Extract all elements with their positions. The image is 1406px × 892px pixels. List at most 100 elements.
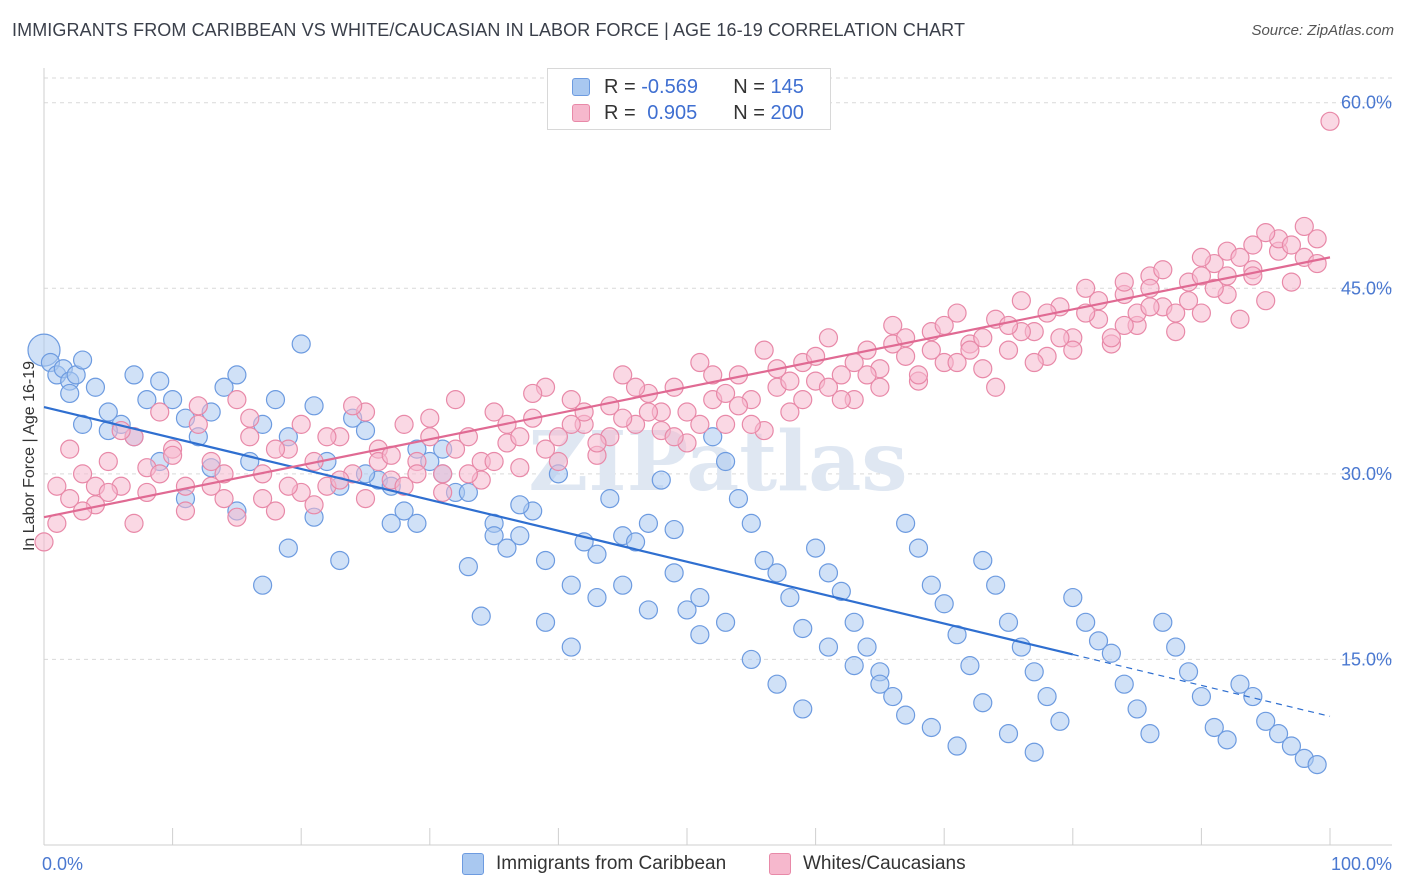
whites-point: [445, 439, 466, 459]
caribbean-point: [137, 390, 157, 410]
whites-point: [780, 402, 800, 422]
whites-point: [973, 359, 993, 379]
caribbean-point: [1127, 699, 1147, 719]
caribbean-point: [638, 600, 659, 620]
caribbean-point: [1076, 612, 1096, 632]
whites-point: [780, 371, 800, 391]
bottom-legend-caribbean: Immigrants from Caribbean: [462, 852, 726, 876]
whites-point: [317, 427, 337, 447]
whites-point: [201, 451, 221, 472]
caribbean-point: [1166, 637, 1186, 657]
whites-point: [420, 427, 440, 447]
whites-point: [175, 501, 196, 521]
whites-point: [355, 489, 376, 509]
whites-point: [265, 439, 286, 459]
whites-point: [60, 489, 80, 509]
whites-point: [857, 365, 877, 385]
caribbean-point: [973, 693, 993, 713]
whites-point: [1256, 223, 1276, 243]
caribbean-point: [330, 550, 350, 571]
legend-n-value: 145: [770, 75, 804, 98]
whites-point: [433, 464, 453, 484]
bottom-legend-swatch-whites: [769, 853, 791, 875]
caribbean-point: [664, 519, 684, 540]
whites-point: [1230, 247, 1250, 267]
bottom-legend-swatch-caribbean: [462, 853, 484, 875]
legend-swatch-whites: [572, 104, 590, 122]
caribbean-point: [381, 513, 401, 533]
caribbean-point: [793, 699, 813, 719]
whites-point: [548, 427, 569, 447]
y-tick-labels: 15.0% 30.0% 45.0% 60.0%: [1341, 93, 1392, 670]
whites-point: [291, 414, 311, 434]
legend-row-whites: R = 0.905 N = 200: [572, 101, 804, 125]
whites-point: [1307, 229, 1327, 249]
whites-point: [921, 340, 941, 360]
caribbean-point: [741, 649, 761, 670]
caribbean-point: [253, 575, 273, 595]
caribbean-point: [986, 575, 1006, 595]
caribbean-point: [844, 612, 864, 632]
caribbean-point: [214, 377, 234, 397]
y-axis-title: In Labor Force | Age 16-19: [21, 361, 38, 551]
whites-point: [201, 476, 221, 496]
whites-point: [613, 408, 633, 428]
whites-point: [947, 352, 967, 373]
caribbean-point: [535, 550, 556, 571]
chart-title: IMMIGRANTS FROM CARIBBEAN VS WHITE/CAUCA…: [12, 20, 966, 40]
whites-point: [1191, 303, 1212, 323]
y-tick-label: 60.0%: [1341, 93, 1392, 113]
caribbean-point: [1037, 686, 1057, 707]
whites-point: [690, 352, 710, 373]
caribbean-point: [793, 618, 813, 639]
whites-point: [870, 377, 890, 397]
caribbean-point: [947, 736, 967, 756]
whites-point: [1166, 322, 1186, 342]
caribbean-trendline-extension: [1072, 653, 1331, 717]
whites-point: [664, 427, 684, 447]
whites-point: [1114, 272, 1134, 292]
whites-point: [973, 328, 993, 348]
whites-point: [60, 439, 80, 459]
whites-point: [818, 377, 839, 397]
caribbean-point: [1268, 724, 1289, 744]
whites-point: [1076, 278, 1096, 298]
whites-point: [741, 414, 761, 434]
whites-point: [445, 390, 466, 410]
whites-point: [960, 340, 980, 360]
x-tick-label: 100.0%: [1331, 854, 1392, 874]
whites-point: [188, 414, 208, 434]
y-tick-label: 45.0%: [1341, 278, 1392, 298]
caribbean-point: [1050, 711, 1070, 731]
caribbean-point: [998, 724, 1019, 744]
bottom-legend-label: Immigrants from Caribbean: [496, 853, 727, 874]
whites-point: [188, 396, 208, 416]
whites-point: [561, 390, 581, 410]
bottom-legend-whites: Whites/Caucasians: [769, 852, 966, 876]
whites-point: [613, 365, 633, 385]
caribbean-point: [690, 587, 710, 608]
caribbean-point: [561, 575, 581, 595]
y-tick-label: 30.0%: [1341, 464, 1392, 484]
whites-point: [677, 402, 697, 422]
caribbean-point: [1063, 587, 1083, 608]
whites-point: [407, 464, 427, 484]
x-tick-label: 0.0%: [42, 854, 83, 874]
whites-point: [278, 476, 298, 496]
caribbean-point: [780, 587, 800, 608]
whites-point: [986, 377, 1006, 397]
legend-r-label: R =: [604, 75, 636, 98]
legend-swatch-caribbean: [572, 78, 590, 96]
whites-point: [163, 445, 183, 465]
stats-legend: R = -0.569 N = 145 R = 0.905 N = 200: [547, 68, 831, 130]
caribbean-point: [767, 674, 787, 694]
whites-point: [548, 451, 569, 472]
caribbean-point: [1307, 754, 1327, 775]
whites-point: [484, 402, 504, 422]
axes: [43, 68, 1392, 846]
whites-point: [265, 501, 286, 521]
caribbean-point: [715, 612, 736, 632]
caribbean-trendline: [43, 405, 1074, 656]
caribbean-point: [227, 365, 247, 385]
caribbean-point: [613, 575, 633, 595]
